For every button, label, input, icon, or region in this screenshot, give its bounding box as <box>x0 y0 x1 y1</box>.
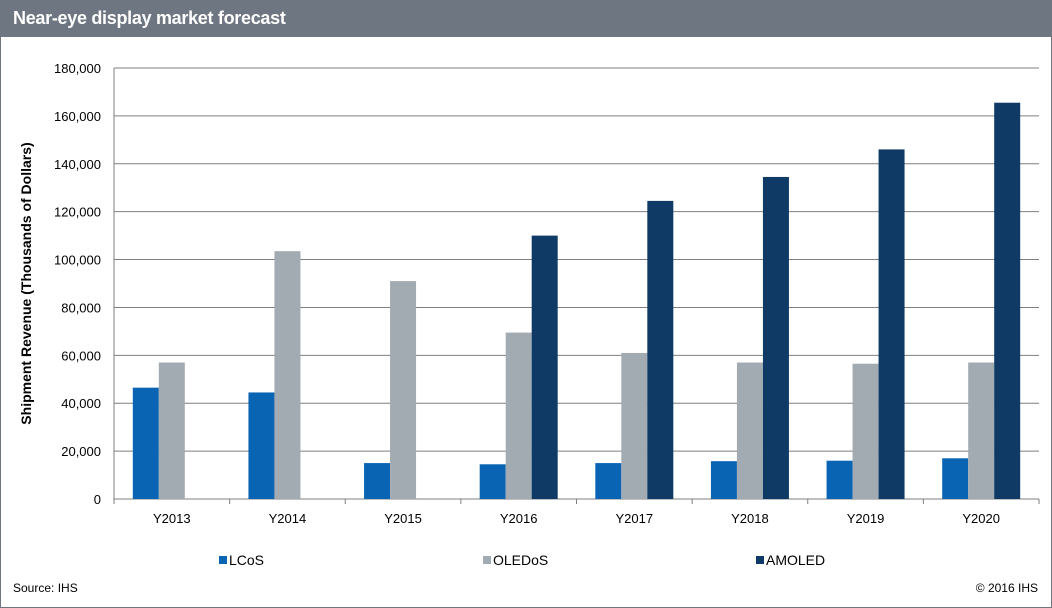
bar-lcos <box>132 387 159 499</box>
y-tick-label: 160,000 <box>54 109 101 124</box>
y-tick-label: 60,000 <box>61 348 101 363</box>
legend-swatch-amoled <box>756 556 764 564</box>
bar-oledos <box>621 352 648 499</box>
x-tick-label: Y2016 <box>500 511 538 526</box>
y-tick-label: 180,000 <box>54 61 101 76</box>
bar-amoled <box>994 102 1021 499</box>
source-note: Source: IHS <box>13 581 78 595</box>
x-tick-label: Y2020 <box>962 511 1000 526</box>
x-tick-label: Y2015 <box>384 511 422 526</box>
bar-oledos <box>968 362 995 499</box>
copyright-note: © 2016 IHS <box>975 581 1038 595</box>
x-tick-label: Y2019 <box>847 511 885 526</box>
bar-lcos <box>479 464 506 499</box>
bar-amoled <box>647 200 674 499</box>
title-bar: Near-eye display market forecast <box>1 1 1051 37</box>
bar-lcos <box>248 392 275 499</box>
legend-label-oledos: OLEDoS <box>493 552 548 568</box>
bar-oledos <box>736 362 763 499</box>
bar-oledos <box>852 363 879 499</box>
legend-swatch-oledos <box>483 556 491 564</box>
legend-label-amoled: AMOLED <box>766 552 825 568</box>
legend-label-lcos: LCoS <box>229 552 264 568</box>
y-tick-label: 0 <box>94 492 101 507</box>
y-tick-label: 40,000 <box>61 396 101 411</box>
bar-amoled <box>531 235 558 499</box>
bar-lcos <box>710 461 737 499</box>
y-tick-label: 100,000 <box>54 253 101 268</box>
bar-lcos <box>595 463 622 499</box>
y-tick-label: 80,000 <box>61 300 101 315</box>
bar-oledos <box>390 281 417 499</box>
bar-oledos <box>158 362 185 499</box>
x-tick-label: Y2014 <box>269 511 307 526</box>
x-tick-label: Y2017 <box>616 511 654 526</box>
bar-amoled <box>878 149 905 499</box>
y-tick-label: 20,000 <box>61 444 101 459</box>
bar-lcos <box>942 458 969 499</box>
y-tick-label: 120,000 <box>54 205 101 220</box>
x-tick-label: Y2018 <box>731 511 769 526</box>
bar-lcos <box>826 460 853 499</box>
bar-oledos <box>505 332 532 499</box>
y-axis-label: Shipment Revenue (Thousands of Dollars) <box>18 142 34 424</box>
x-tick-label: Y2013 <box>153 511 191 526</box>
y-tick-label: 140,000 <box>54 157 101 172</box>
bar-oledos <box>274 251 301 499</box>
bar-lcos <box>364 463 391 499</box>
legend-swatch-lcos <box>219 556 227 564</box>
chart-title: Near-eye display market forecast <box>13 8 286 28</box>
bar-amoled <box>762 176 789 500</box>
